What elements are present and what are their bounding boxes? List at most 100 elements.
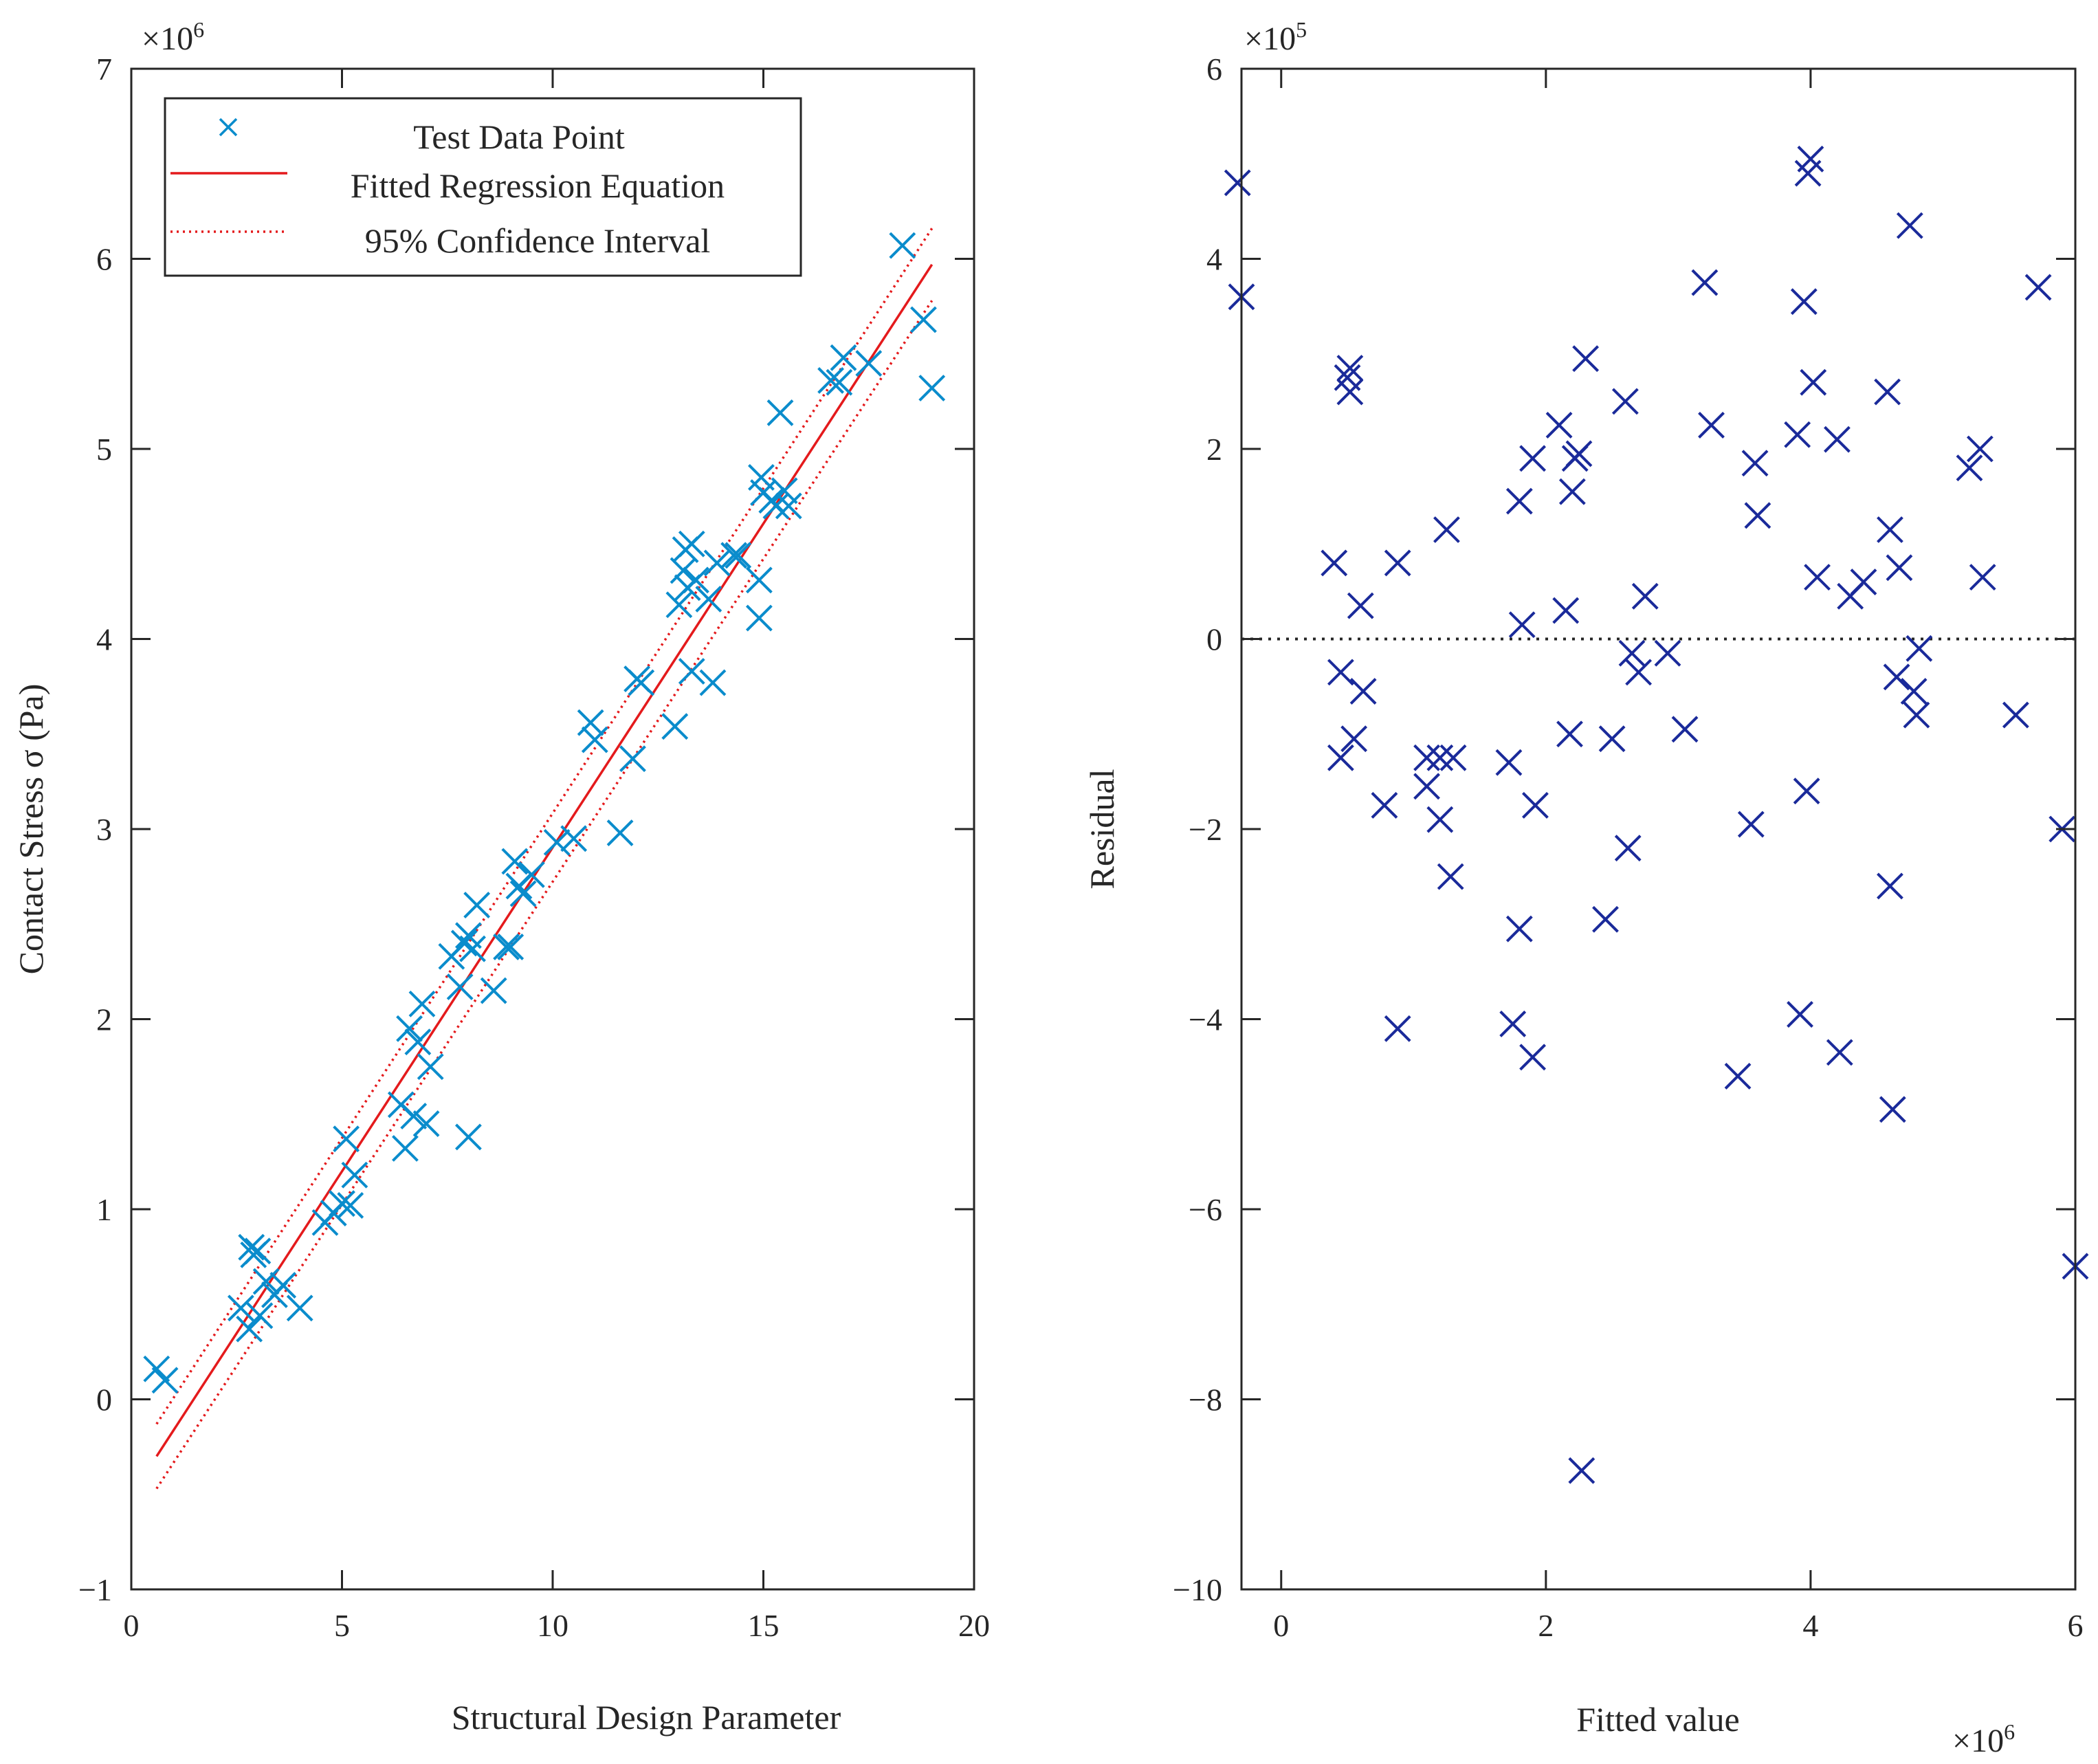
right-y-tick-label: −4 <box>1189 1002 1222 1037</box>
test-data-point <box>286 1294 313 1322</box>
residual-point-stroke <box>1691 269 1719 296</box>
test-data-point <box>725 542 752 569</box>
residual-point <box>1336 355 1364 382</box>
right-data-layer <box>1224 145 2089 1484</box>
residual-point <box>1883 663 1910 691</box>
left-y-multiplier-base: ×10 <box>142 21 193 57</box>
residual-point-stroke <box>1371 792 1398 819</box>
left-y-multiplier-exp: 6 <box>193 17 204 42</box>
fit-line <box>155 263 934 1457</box>
residual-point <box>1850 569 1877 595</box>
ci-lower-line <box>155 300 934 1490</box>
left-ticks: 0 5 10 15 20 −1 0 1 2 3 4 5 6 7 <box>78 52 990 1643</box>
residual-point-stroke <box>1790 288 1818 316</box>
test-data-point-stroke <box>446 973 474 1000</box>
residual-point-stroke <box>1611 388 1639 415</box>
residual-point-stroke <box>1741 450 1769 477</box>
residual-point-stroke <box>1793 778 1820 805</box>
residual-point-stroke <box>1826 1039 1853 1066</box>
test-data-point-stroke <box>333 1125 360 1153</box>
residual-point <box>1787 1001 1813 1028</box>
left-y-tick-label: 5 <box>96 432 112 467</box>
left-y-axis-title: Contact Stress σ (Pa) <box>12 684 50 975</box>
test-data-point <box>450 929 478 957</box>
residual-point-stroke <box>1886 554 1913 582</box>
residual-point-stroke <box>1552 597 1580 624</box>
left-y-tick-label: 1 <box>96 1192 112 1227</box>
residual-point-stroke <box>1969 564 1996 591</box>
test-data-point-stroke <box>286 1294 313 1322</box>
residual-point-stroke <box>1413 773 1440 800</box>
residual-point <box>1614 835 1642 862</box>
residual-point <box>1824 426 1851 453</box>
test-data-point <box>670 557 697 584</box>
residual-point <box>1966 435 1994 463</box>
residual-point <box>1568 1457 1595 1484</box>
test-data-point-stroke <box>748 464 775 491</box>
test-data-point-stroke <box>817 367 844 394</box>
left-y-tick-label: 4 <box>96 622 112 657</box>
residual-point <box>1556 720 1583 748</box>
residual-point-stroke <box>1744 502 1771 529</box>
residual-point <box>1347 592 1374 619</box>
residual-point-stroke <box>1568 1457 1595 1484</box>
residual-point <box>1598 725 1626 753</box>
test-data-point <box>628 669 655 696</box>
test-data-point-stroke <box>501 848 529 875</box>
residual-point <box>1439 744 1467 771</box>
residual-point <box>1654 639 1681 667</box>
residual-point <box>1572 345 1600 373</box>
test-data-point <box>518 861 545 888</box>
right-y-tick-label: −8 <box>1189 1382 1222 1418</box>
left-y-tick-label: 6 <box>96 242 112 277</box>
test-data-point-stroke <box>454 922 482 949</box>
test-data-point-stroke <box>341 1161 368 1189</box>
residual-point <box>1505 487 1533 515</box>
test-data-point-stroke <box>683 566 709 594</box>
test-data-point-stroke <box>244 1237 272 1265</box>
test-data-point-stroke <box>463 892 491 919</box>
residual-point <box>1826 1039 1853 1066</box>
test-data-point-stroke <box>678 658 705 685</box>
test-data-point-stroke <box>412 1110 440 1137</box>
test-data-point-stroke <box>889 232 916 259</box>
residual-point-stroke <box>1508 611 1536 639</box>
test-data-point-stroke <box>543 828 571 856</box>
test-data-point-stroke <box>745 566 773 594</box>
test-data-point <box>463 892 491 919</box>
residual-point-stroke <box>1724 1063 1752 1090</box>
test-data-point-stroke <box>269 1272 297 1299</box>
test-data-point <box>480 977 507 1004</box>
residual-point-stroke <box>1903 701 1930 729</box>
residual-point <box>1558 478 1586 505</box>
residual-point-stroke <box>1519 1044 1547 1071</box>
residual-point-stroke <box>1426 806 1454 833</box>
residual-point <box>1340 725 1368 753</box>
residual-point-stroke <box>1572 345 1600 373</box>
residual-point <box>1349 678 1377 705</box>
residual-point <box>1592 905 1619 933</box>
test-data-point <box>227 1294 254 1322</box>
residual-point-stroke <box>1879 1096 1906 1123</box>
residual-point <box>1321 549 1348 577</box>
left-y-tick-label: 2 <box>96 1002 112 1037</box>
residual-point <box>1784 421 1811 448</box>
left-plot-frame <box>130 67 975 1591</box>
test-data-point-stroke <box>699 669 727 696</box>
test-data-point <box>889 232 916 259</box>
residual-point <box>1744 502 1771 529</box>
residual-point <box>1505 915 1533 942</box>
test-data-point-stroke <box>151 1367 179 1394</box>
test-data-point-stroke <box>497 934 524 960</box>
test-data-point <box>143 1355 170 1382</box>
residual-point <box>1508 611 1536 639</box>
test-data-point <box>771 477 798 505</box>
residual-point-stroke <box>1565 440 1593 467</box>
test-data-point-stroke <box>725 542 752 569</box>
left-x-tick-label: 0 <box>124 1608 140 1643</box>
test-data-point <box>404 1028 432 1056</box>
test-data-point <box>826 368 853 396</box>
residual-point <box>1737 811 1765 838</box>
right-y-tick-label: 0 <box>1206 622 1222 657</box>
